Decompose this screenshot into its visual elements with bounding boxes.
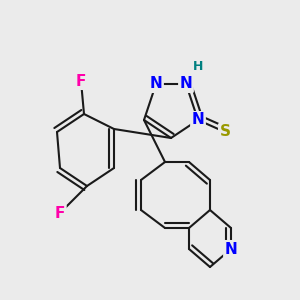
Text: F: F xyxy=(76,74,86,88)
Text: N: N xyxy=(180,76,192,92)
Text: H: H xyxy=(193,59,203,73)
Text: N: N xyxy=(225,242,237,256)
Text: S: S xyxy=(220,124,230,140)
Text: F: F xyxy=(55,206,65,220)
Text: N: N xyxy=(150,76,162,92)
Text: N: N xyxy=(192,112,204,128)
